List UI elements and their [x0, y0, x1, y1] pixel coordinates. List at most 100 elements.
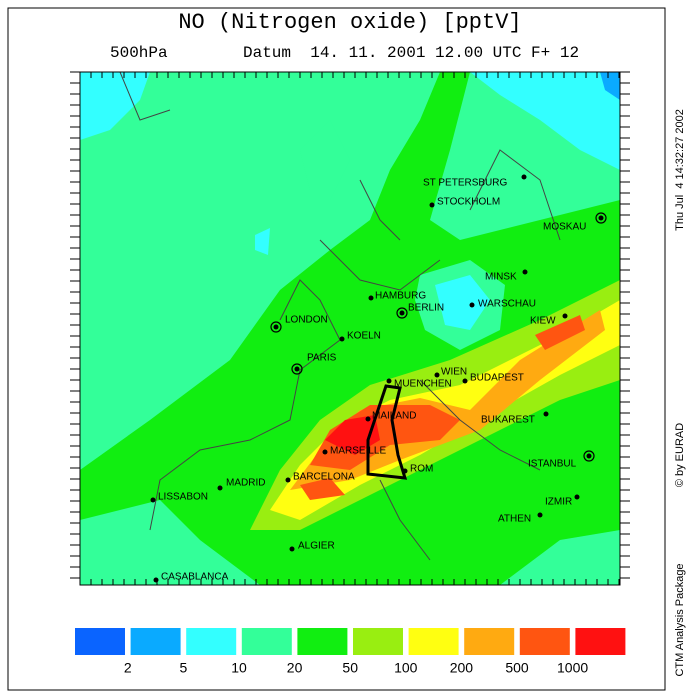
legend-swatch: [130, 628, 181, 655]
city-dot: [294, 366, 300, 372]
city-label: BARCELONA: [293, 472, 355, 483]
copyright: © by EURAD: [674, 423, 686, 487]
city-dot: [365, 416, 371, 422]
city-dot: [522, 269, 528, 275]
city-dot: [217, 485, 223, 491]
city-label: KIEW: [530, 316, 556, 327]
field: [600, 72, 620, 100]
city-dot: [339, 336, 345, 342]
city-dot: [537, 512, 543, 518]
city-label: ISTANBUL: [528, 459, 577, 470]
city-label: BUKAREST: [481, 415, 535, 426]
city-label: BERLIN: [408, 303, 444, 314]
city-dot: [562, 313, 568, 319]
city-label: ALGIER: [298, 541, 335, 552]
city-label: STOCKHOLM: [437, 197, 500, 208]
legend-label: 20: [287, 660, 303, 676]
legend-swatch: [297, 628, 348, 655]
field: [300, 478, 345, 500]
city-ring: [396, 307, 408, 319]
map-border: [79, 71, 621, 586]
city-label: MARSEILLE: [330, 446, 386, 457]
legend-label: 200: [450, 660, 474, 676]
city-dot: [462, 378, 468, 384]
field: [535, 315, 585, 350]
legend-label: 5: [180, 660, 188, 676]
level: 500hPa: [110, 44, 168, 62]
city-dot: [521, 174, 527, 180]
city-label: WARSCHAU: [478, 299, 536, 310]
city-label: WIEN: [441, 367, 467, 378]
coastline: [119, 72, 561, 561]
city-label: ST PETERSBURG: [423, 178, 507, 189]
city-dot: [322, 449, 328, 455]
legend-label: 1000: [557, 660, 588, 676]
city-dot: [368, 295, 374, 301]
city-dot: [285, 477, 291, 483]
legend-swatch: [408, 628, 459, 655]
city-dot: [289, 546, 295, 552]
legend-swatch: [75, 628, 125, 655]
city-dot: [150, 497, 156, 503]
city-label: LISSABON: [158, 492, 208, 503]
field: [325, 415, 380, 455]
field: [80, 500, 260, 585]
city-label: HAMBURG: [375, 291, 426, 302]
legend-swatch: [575, 628, 626, 655]
cities: ST PETERSBURG STOCKHOLM MOSKAU MINSK HAMBURG…: [150, 174, 607, 583]
city-dot: [598, 215, 604, 221]
city-label: PARIS: [307, 353, 337, 364]
city-label: ROM: [410, 464, 433, 475]
legend-label: 10: [231, 660, 247, 676]
ticks: [70, 71, 630, 585]
datum: Datum 14. 11. 2001 12.00 UTC F+ 12: [243, 44, 579, 62]
city-dot: [586, 453, 592, 459]
route: [366, 384, 408, 480]
city-label: CASABLANCA: [161, 572, 229, 583]
city-dot: [386, 378, 392, 384]
city-label: KOELN: [347, 331, 381, 342]
legend-swatch: [519, 628, 570, 655]
legend-swatch: [241, 628, 292, 655]
city-label: MADRID: [226, 478, 265, 489]
frame: [7, 7, 666, 691]
field: [80, 72, 620, 585]
field: [80, 72, 150, 140]
city-label: BUDAPEST: [470, 373, 524, 384]
timestamp: Thu Jul 4 14:32:27 2002: [674, 109, 686, 231]
legend: 2 5 10 20 50 100 200 500 1000: [75, 628, 626, 676]
city-dot: [429, 202, 435, 208]
legend-swatch: [186, 628, 237, 655]
city-label: LONDON: [285, 315, 328, 326]
city-dot: [574, 494, 580, 500]
city-label: MUENCHEN: [394, 379, 452, 390]
legend-swatch: [353, 628, 403, 655]
city-label: IZMIR: [545, 497, 572, 508]
legend-swatch: [464, 628, 515, 655]
field: [500, 530, 620, 585]
legend-label: 500: [505, 660, 529, 676]
field: [255, 228, 270, 255]
package: CTM Analysis Package: [674, 563, 686, 676]
city-dot: [469, 302, 475, 308]
field: [300, 120, 350, 200]
field: [435, 275, 490, 330]
city-dot: [402, 468, 408, 474]
city-dot: [273, 324, 279, 330]
city-ring: [270, 321, 282, 333]
legend-label: 2: [124, 660, 132, 676]
city-label: MINSK: [485, 272, 517, 283]
map: [80, 72, 620, 585]
title: NO (Nitrogen oxide) [pptV]: [178, 10, 521, 35]
city-label: ATHEN: [498, 514, 531, 525]
legend-label: 50: [342, 660, 358, 676]
city-ring: [595, 212, 607, 224]
city-dot: [153, 577, 159, 583]
legend-label: 100: [394, 660, 418, 676]
city-label: MOSKAU: [543, 222, 586, 233]
city-dot: [434, 372, 440, 378]
city-dot: [543, 411, 549, 417]
city-label: MAILAND: [372, 411, 416, 422]
field: [470, 72, 620, 170]
